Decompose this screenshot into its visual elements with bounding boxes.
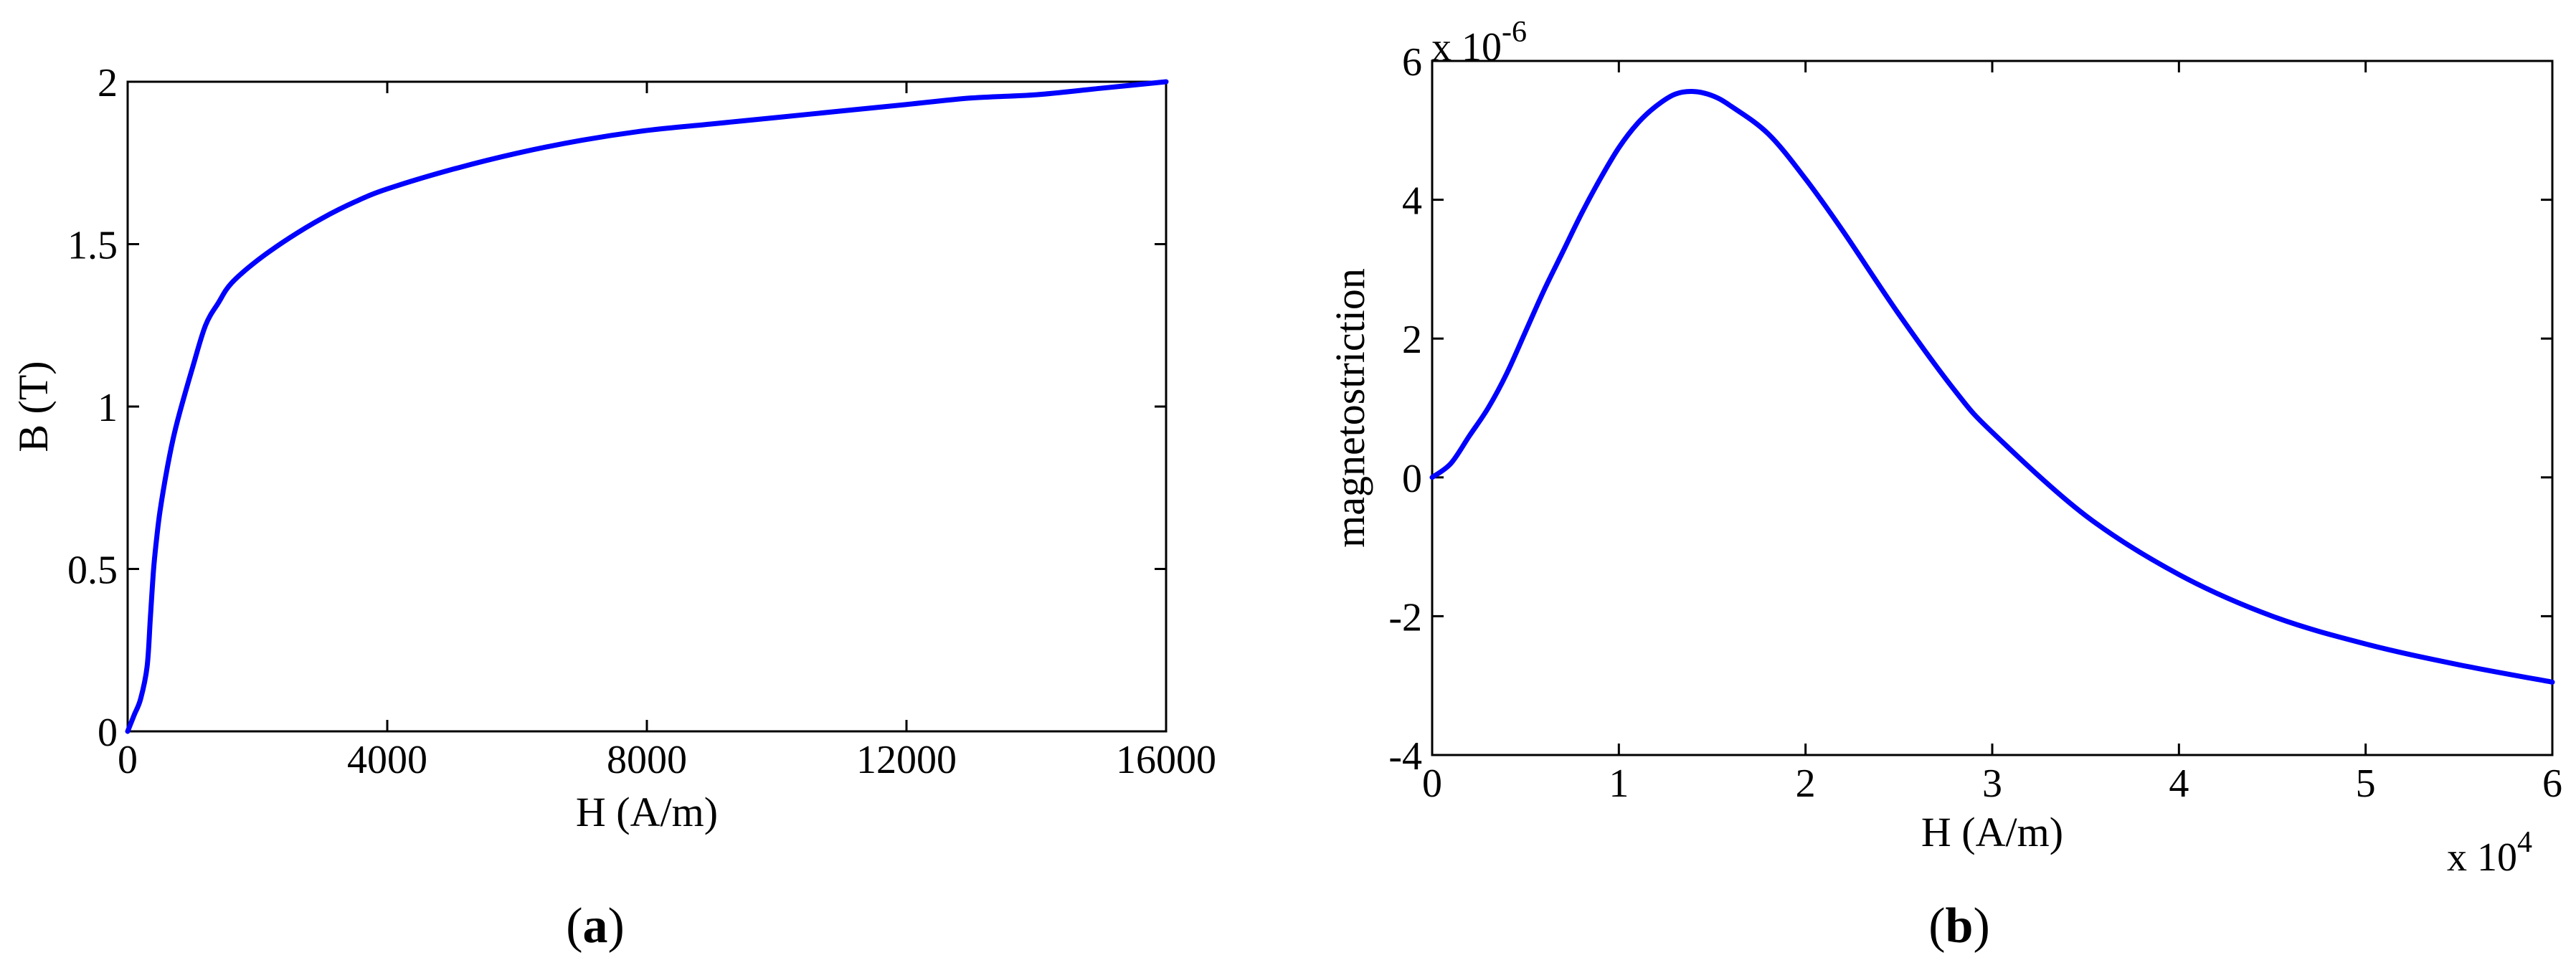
y-multiplier-exponent: -6 [1502, 16, 1527, 49]
y-tick-label: 0 [98, 711, 118, 755]
x-tick-label: 0 [1422, 761, 1442, 806]
x-tick-label: 12000 [856, 738, 957, 782]
chart-panel-a: 0 4000 8000 12000 16000 0 0.5 1 1.5 2 H (A/m) B … [10, 61, 1216, 954]
x-tick-label: 16000 [1116, 738, 1216, 782]
x-tick-labels: 0 1 2 3 4 5 6 [1422, 761, 2562, 806]
y-tick-label: 2 [1402, 318, 1422, 362]
tick-marks [1431, 60, 2554, 756]
y-tick-labels: 0 0.5 1 1.5 2 [67, 61, 118, 755]
y-axis-label: magnetostriction [1327, 268, 1373, 548]
x-tick-label: 6 [2542, 761, 2562, 806]
y-tick-label: 2 [98, 61, 118, 105]
panel-caption: (a) [566, 898, 625, 954]
x-tick-labels: 0 4000 8000 12000 16000 [118, 738, 1216, 782]
x-tick-label: 4 [2169, 761, 2189, 806]
y-tick-label: 0 [1402, 457, 1422, 501]
y-axis-label: B (T) [10, 361, 57, 452]
y-tick-label: 4 [1402, 179, 1422, 224]
y-tick-label: 1.5 [67, 224, 118, 268]
x-tick-label: 0 [118, 738, 138, 782]
x-axis-label: H (A/m) [576, 789, 718, 835]
y-tick-label: -4 [1388, 734, 1422, 779]
y-multiplier: x 10-6 [1431, 16, 1527, 70]
panel-caption: (b) [1928, 898, 1990, 954]
x-tick-label: 2 [1796, 761, 1816, 806]
tick-marks [126, 80, 1168, 733]
x-multiplier-base: x 10 [2447, 835, 2517, 880]
y-tick-label: 0.5 [67, 549, 118, 593]
x-tick-label: 1 [1609, 761, 1629, 806]
y-tick-labels: -4 -2 0 2 4 6 [1388, 40, 1422, 779]
y-tick-label: 6 [1402, 40, 1422, 85]
x-tick-label: 3 [1982, 761, 2002, 806]
b-h-curve [125, 79, 1169, 734]
plot-frame [126, 80, 1168, 733]
y-tick-label: -2 [1388, 595, 1422, 640]
magnetostriction-curve [1429, 89, 2555, 685]
x-multiplier: x 104 [2447, 826, 2532, 880]
panel-letter: a [583, 898, 608, 954]
x-tick-label: 8000 [607, 738, 687, 782]
y-tick-label: 1 [98, 386, 118, 430]
x-tick-label: 5 [2356, 761, 2376, 806]
x-tick-label: 4000 [347, 738, 427, 782]
y-multiplier-base: x 10 [1431, 25, 1502, 70]
x-multiplier-exponent: 4 [2517, 826, 2532, 859]
panel-letter: b [1946, 898, 1974, 954]
x-axis-label: H (A/m) [1921, 809, 2063, 855]
